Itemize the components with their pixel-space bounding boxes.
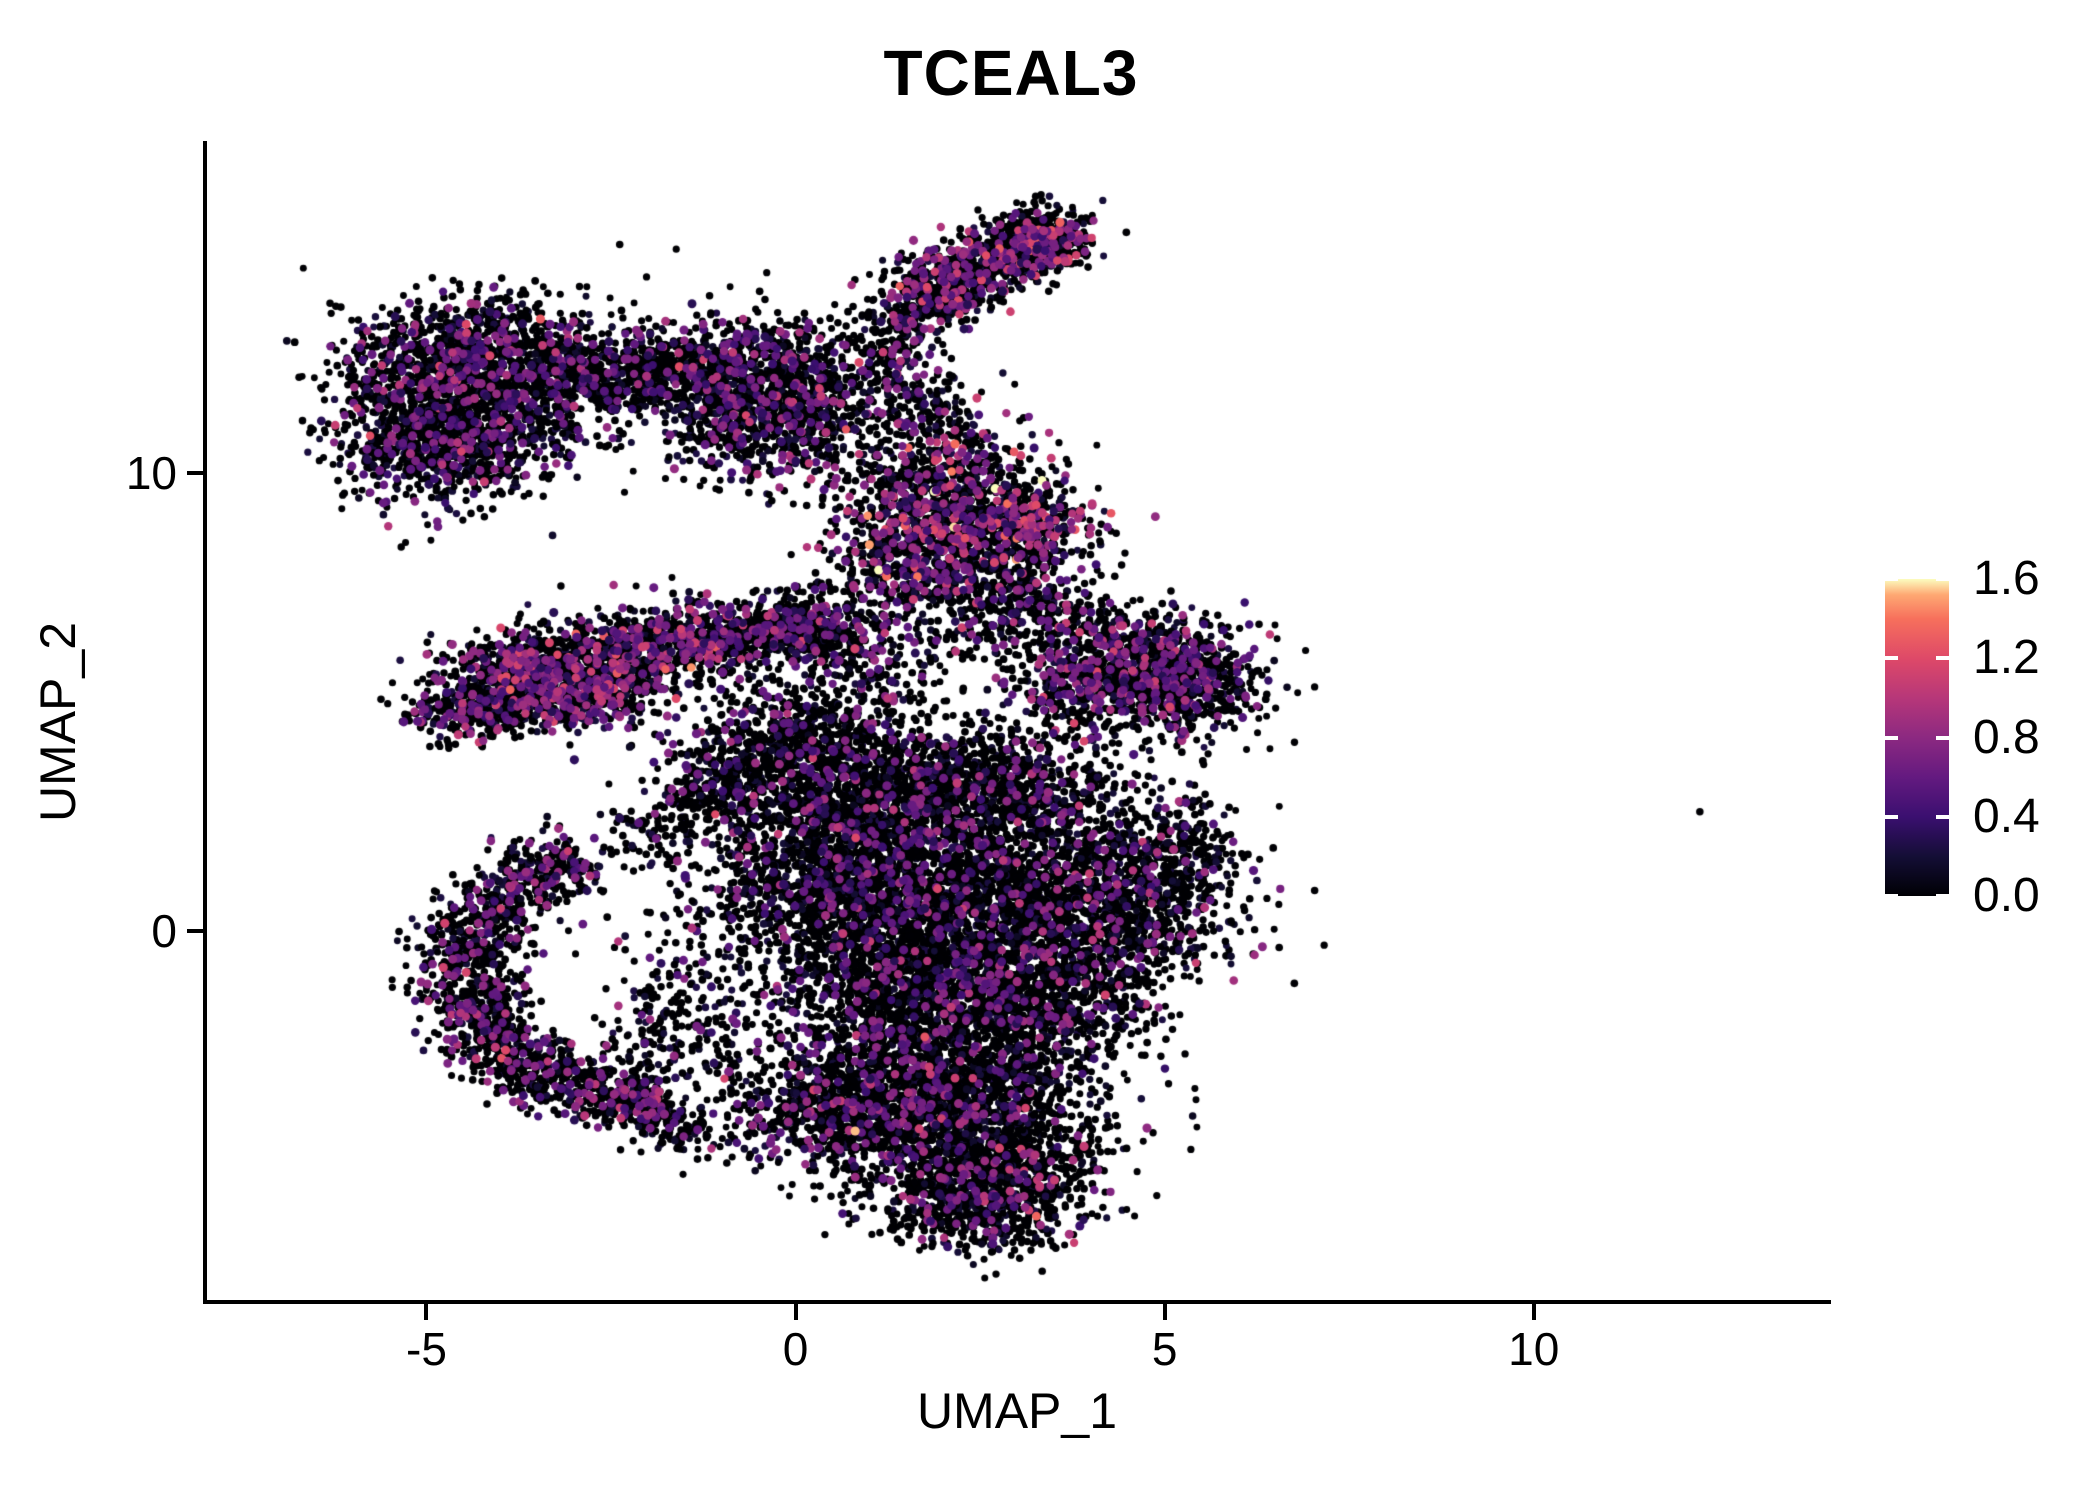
y-tick-label: 10 [125,446,177,499]
colorbar-tick-mark [1885,894,1898,898]
x-tick-label: 0 [782,1323,809,1375]
y-axis-title: UMAP_2 [30,621,86,823]
colorbar-tick-mark [1936,814,1949,819]
colorbar-tick-mark [1936,894,1949,898]
colorbar-tick-mark [1885,656,1898,661]
x-axis-line [203,1300,1831,1304]
x-tick-label: 5 [1151,1323,1178,1375]
expression-colorbar-legend: 1.6 1.2 0.8 0.4 0.0 [1885,553,2040,922]
colorbar-tick-label: 1.2 [1973,631,2040,685]
x-axis-title: UMAP_1 [916,1383,1118,1439]
colorbar-tick-label: 0.4 [1973,789,2040,843]
colorbar-tick-label: 0.0 [1973,869,2040,922]
x-tick-mark [1162,1304,1167,1320]
colorbar-tick-mark [1885,735,1898,740]
colorbar-tick-mark [1885,814,1898,819]
y-tick-mark [187,470,203,475]
umap-scatter-canvas [205,143,1829,1302]
x-tick-mark [793,1304,798,1320]
x-tick-mark [424,1304,429,1320]
x-tick-mark [1531,1304,1536,1320]
y-tick-label: 0 [151,904,177,957]
x-tick-label: 10 [1508,1323,1560,1375]
colorbar-tick-label: 1.6 [1973,552,2040,605]
y-axis-line [203,141,207,1304]
colorbar-tick-mark [1936,577,1949,581]
colorbar-tick-mark [1936,735,1949,740]
x-tick-label: -5 [406,1323,447,1375]
colorbar-tick-label: 0.8 [1973,710,2040,764]
chart-title: TCEAL3 [883,37,1139,109]
y-tick-mark [187,928,203,933]
colorbar-tick-mark [1885,577,1898,581]
colorbar-tick-mark [1936,656,1949,661]
